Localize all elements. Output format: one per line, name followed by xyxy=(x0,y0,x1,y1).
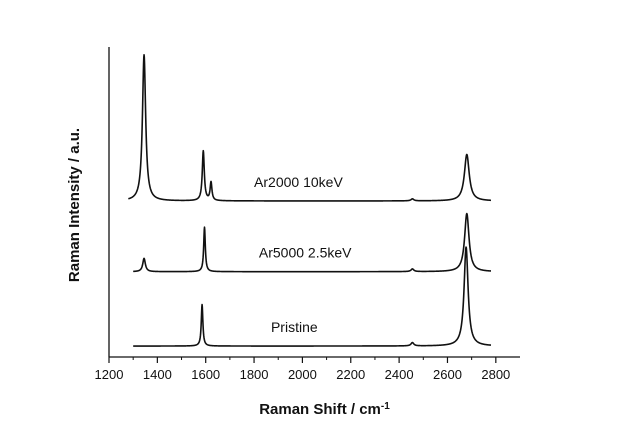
x-tick-label: 1800 xyxy=(240,367,269,382)
x-tick-label: 1200 xyxy=(95,367,124,382)
x-tick-label: 2600 xyxy=(433,367,462,382)
series-label: Ar2000 10keV xyxy=(254,174,343,190)
x-tick-label: 2800 xyxy=(481,367,510,382)
x-axis-title-text: Raman Shift / cm xyxy=(259,401,381,418)
y-axis-title: Raman Intensity / a.u. xyxy=(66,128,83,282)
spectrum-line xyxy=(127,54,492,202)
series-label: Pristine xyxy=(271,319,318,335)
plot-area: 1200 1400 1600 1800 2000 2200 2400 2600 2800 Ar2… xyxy=(95,47,520,382)
x-tick-label: 2200 xyxy=(336,367,365,382)
x-axis-title-superscript: -1 xyxy=(381,401,390,412)
series-label: Ar5000 2.5keV xyxy=(259,245,352,261)
x-tick-marks xyxy=(108,357,497,363)
x-axis-title: Raman Shift / cm-1 xyxy=(259,401,390,419)
x-tick-label: 2400 xyxy=(385,367,414,382)
series-labels: Ar2000 10keV Ar5000 2.5keV Pristine xyxy=(254,174,352,335)
x-tick-labels: 1200 1400 1600 1800 2000 2200 2400 2600 2800 xyxy=(95,367,511,382)
x-tick-label: 2000 xyxy=(288,367,317,382)
spectrum-line xyxy=(132,246,492,347)
x-tick-label: 1600 xyxy=(191,367,220,382)
x-tick-label: 1400 xyxy=(143,367,172,382)
series-lines xyxy=(127,54,492,347)
spectrum-line xyxy=(132,212,492,273)
